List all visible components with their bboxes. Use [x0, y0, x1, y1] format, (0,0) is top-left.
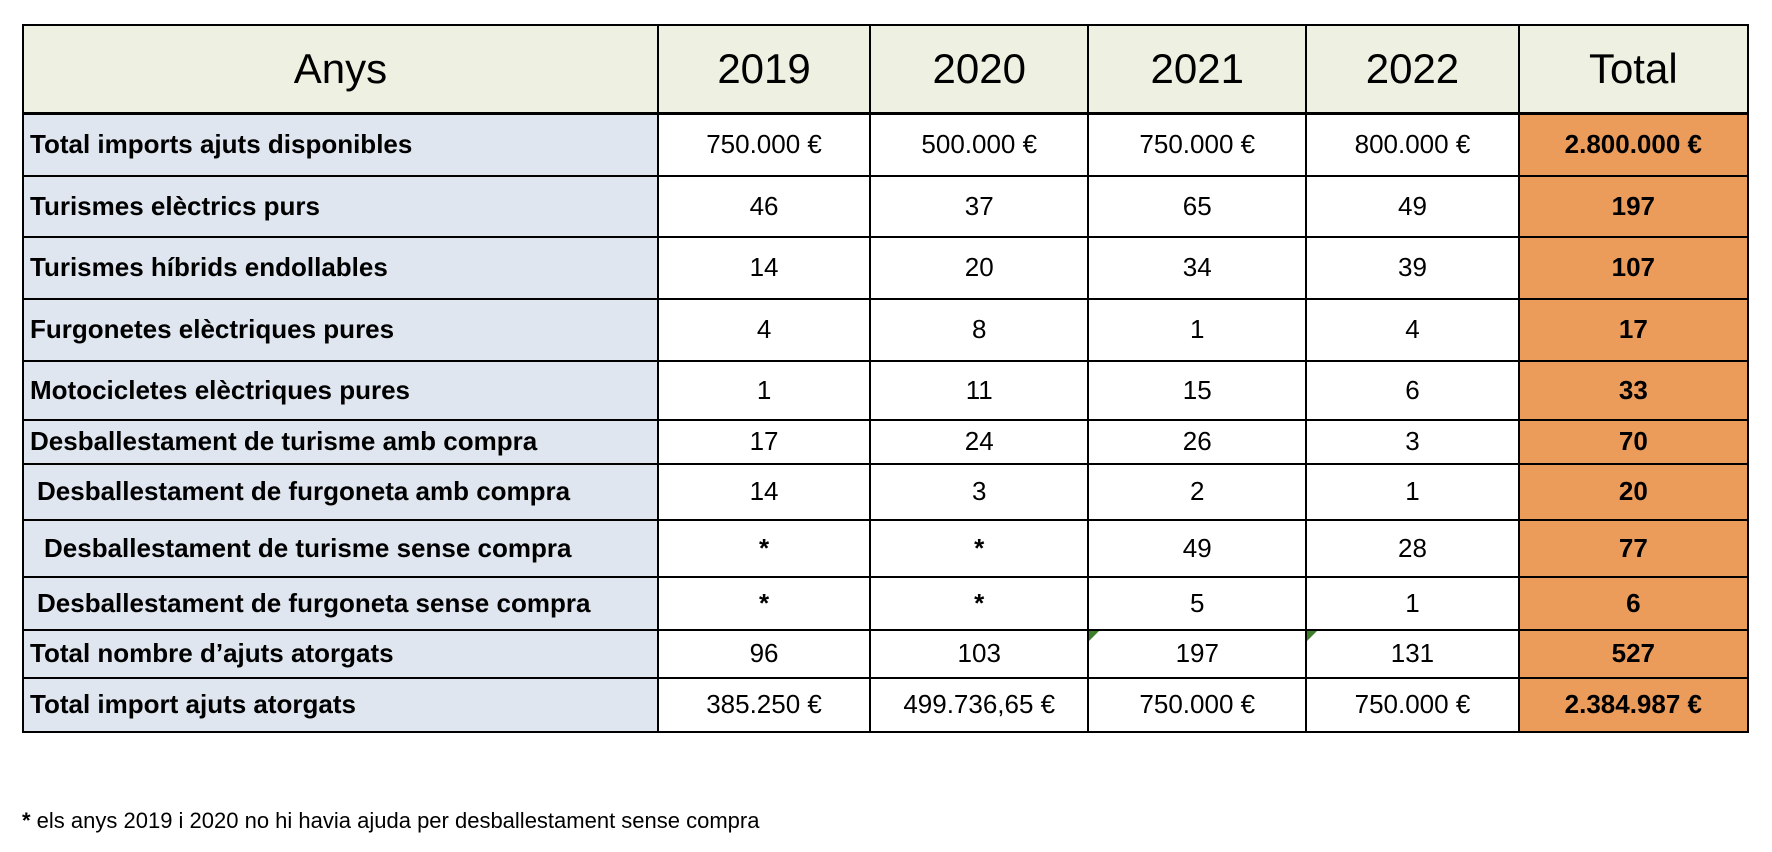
table-row: Furgonetes elèctriques pures 4 8 1 4 17 [22, 297, 1750, 362]
table-cell: 46 [656, 174, 872, 238]
row-label: Turismes elèctrics purs [22, 174, 659, 238]
table-cell: 800.000 € [1305, 112, 1520, 177]
total-cell: 77 [1517, 518, 1750, 578]
total-cell: 20 [1517, 462, 1750, 521]
table-cell: 14 [656, 235, 872, 300]
table-cell: 24 [869, 418, 1090, 465]
table-cell: 1 [1087, 297, 1308, 362]
table-cell: 39 [1305, 235, 1520, 300]
row-label: Desballestament de furgoneta sense compr… [22, 575, 659, 631]
total-cell: 70 [1517, 418, 1750, 465]
cell-comment-marker-icon [1090, 631, 1100, 641]
row-label: Total nombre d’ajuts atorgats [22, 628, 659, 679]
row-label: Desballestament de turisme amb compra [22, 418, 659, 465]
table-cell: 1 [1305, 462, 1520, 521]
table-cell: 20 [869, 235, 1090, 300]
table-row: Turismes elèctrics purs 46 37 65 49 197 [22, 174, 1750, 238]
table-cell: 11 [869, 359, 1090, 421]
table-cell: * [656, 518, 872, 578]
table-cell: 49 [1305, 174, 1520, 238]
table-cell: 96 [656, 628, 872, 679]
header-2021: 2021 [1087, 24, 1308, 115]
cell-comment-marker-icon [1308, 631, 1318, 641]
table-row: Desballestament de furgoneta amb compra … [22, 462, 1750, 521]
table-row: Total import ajuts atorgats 385.250 € 49… [22, 676, 1750, 733]
table-cell: 197 [1087, 628, 1308, 679]
table-row: Desballestament de turisme amb compra 17… [22, 418, 1750, 465]
table-cell: 8 [869, 297, 1090, 362]
table-row: Desballestament de turisme sense compra … [22, 518, 1750, 578]
table-cell: 4 [1305, 297, 1520, 362]
row-label: Motocicletes elèctriques pures [22, 359, 659, 421]
row-label: Desballestament de furgoneta amb compra [22, 462, 659, 521]
table-cell: 4 [656, 297, 872, 362]
table-cell: 17 [656, 418, 872, 465]
table-cell: 500.000 € [869, 112, 1090, 177]
row-label: Turismes híbrids endollables [22, 235, 659, 300]
total-cell: 527 [1517, 628, 1750, 679]
table-cell: 34 [1087, 235, 1308, 300]
table-cell: 750.000 € [656, 112, 872, 177]
header-2022: 2022 [1305, 24, 1520, 115]
table-row: Desballestament de furgoneta sense compr… [22, 575, 1750, 631]
row-label: Desballestament de turisme sense compra [22, 518, 659, 578]
header-total: Total [1517, 24, 1750, 115]
table-cell: * [869, 575, 1090, 631]
table-row: Total nombre d’ajuts atorgats 96 103 197… [22, 628, 1750, 679]
table-cell: 28 [1305, 518, 1520, 578]
footnote-text: els anys 2019 i 2020 no hi havia ajuda p… [30, 808, 760, 833]
total-cell: 17 [1517, 297, 1750, 362]
table-cell: 2 [1087, 462, 1308, 521]
data-table: Anys 2019 2020 2021 2022 Total Total imp… [22, 24, 1750, 733]
header-anys: Anys [22, 24, 659, 115]
table-cell: 26 [1087, 418, 1308, 465]
table-cell: * [869, 518, 1090, 578]
table-row: Total imports ajuts disponibles 750.000 … [22, 112, 1750, 177]
total-cell: 33 [1517, 359, 1750, 421]
row-label: Total import ajuts atorgats [22, 676, 659, 733]
header-2019: 2019 [656, 24, 872, 115]
header-row: Anys 2019 2020 2021 2022 Total [22, 24, 1750, 115]
cell-value: 197 [1175, 638, 1219, 668]
table-cell: 750.000 € [1087, 112, 1308, 177]
total-cell: 197 [1517, 174, 1750, 238]
table-cell: * [656, 575, 872, 631]
total-cell: 6 [1517, 575, 1750, 631]
table-cell: 385.250 € [656, 676, 872, 733]
total-cell: 107 [1517, 235, 1750, 300]
total-cell: 2.384.987 € [1517, 676, 1750, 733]
table-cell: 14 [656, 462, 872, 521]
table-cell: 15 [1087, 359, 1308, 421]
cell-value: 131 [1390, 638, 1435, 668]
header-2020: 2020 [869, 24, 1090, 115]
table-cell: 37 [869, 174, 1090, 238]
footnote: * els anys 2019 i 2020 no hi havia ajuda… [22, 808, 759, 834]
table-cell: 5 [1087, 575, 1308, 631]
table-cell: 131 [1305, 628, 1520, 679]
row-label: Furgonetes elèctriques pures [22, 297, 659, 362]
table-cell: 750.000 € [1305, 676, 1520, 733]
table-cell: 3 [869, 462, 1090, 521]
table-row: Motocicletes elèctriques pures 1 11 15 6… [22, 359, 1750, 421]
table-cell: 1 [656, 359, 872, 421]
table-cell: 3 [1305, 418, 1520, 465]
table-cell: 750.000 € [1087, 676, 1308, 733]
table-cell: 65 [1087, 174, 1308, 238]
table-cell: 1 [1305, 575, 1520, 631]
row-label: Total imports ajuts disponibles [22, 112, 659, 177]
table-cell: 499.736,65 € [869, 676, 1090, 733]
table-cell: 103 [869, 628, 1090, 679]
table-row: Turismes híbrids endollables 14 20 34 39… [22, 235, 1750, 300]
table-cell: 49 [1087, 518, 1308, 578]
footnote-marker: * [22, 808, 31, 833]
total-cell: 2.800.000 € [1517, 112, 1750, 177]
table-cell: 6 [1305, 359, 1520, 421]
